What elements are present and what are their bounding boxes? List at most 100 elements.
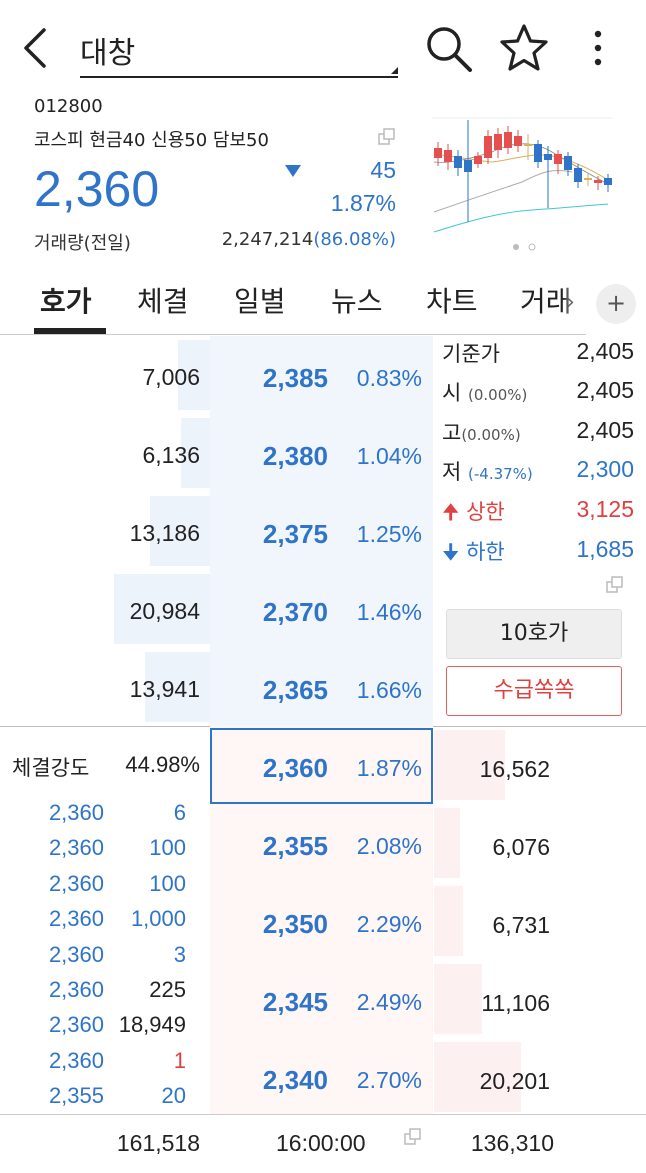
bid-qty: 6,076 [492,834,550,860]
ask-qty: 13,186 [129,520,200,546]
ask-rate: 1.04% [356,443,422,469]
favorite-star-icon[interactable] [498,22,550,74]
bid-depth-bar [434,808,460,878]
down-triangle-icon [285,165,301,177]
ask-depth-bar [114,574,210,644]
bid-price: 2,340 [262,1065,328,1095]
bid-rate: 2.49% [356,989,422,1015]
current-price-highlight[interactable] [210,728,433,804]
bid-depth-bar [434,1042,521,1112]
chevron-right-icon[interactable]: › [566,290,575,315]
bid-qty: 16,562 [479,756,550,782]
ask-price: 2,385 [262,363,328,393]
ask-qty: 6,136 [142,442,200,468]
trade-qty: 3 [173,941,186,967]
down-arrow-icon: 🠋 [442,540,460,564]
high-price-value: 2,405 [576,417,634,443]
ask-depth-bar [178,340,210,410]
ask-rate: 1.66% [356,677,422,703]
trade-price: 2,360 [48,835,104,861]
bid-row[interactable]: 2,345 2.49% 11,106 [0,962,646,1040]
tab-executions[interactable]: 체결 [137,285,189,318]
ask-depth-bar [145,652,210,722]
low-price-label: 저 (-4.37%) [442,456,533,486]
base-price-row: 기준가 2,405 [442,338,634,378]
trade-row: 2,360 1,000 [40,906,190,940]
bid-price: 2,360 [262,753,328,783]
add-tab-button[interactable]: + [596,284,636,324]
chart-page-indicator [513,243,536,251]
copy-icon[interactable] [404,1128,422,1146]
ask-rate: 1.25% [356,521,422,547]
ask-row[interactable]: 7,006 2,385 0.83% [0,338,646,416]
tab-news[interactable]: 뉴스 [331,285,383,318]
bid-row[interactable]: 2,340 2.70% 20,201 [0,1040,646,1118]
ask-depth-bar [150,496,210,566]
trade-row: 2,360 18,949 [40,1012,190,1046]
ask-rate: 0.83% [356,365,422,391]
lower-limit-row: 🠋 하한 1,685 [442,536,634,576]
ask-center-bg [210,336,433,726]
ask-price: 2,365 [262,675,328,705]
price-change-rate: 1.87% [330,190,396,216]
bid-qty: 11,106 [481,990,550,1016]
ask-price: 2,370 [262,597,328,627]
current-price-row[interactable]: 2,360 1.87% 16,562 [0,728,646,806]
search-icon[interactable] [424,24,474,74]
upper-limit-row: 🠉 상한 3,125 [442,496,634,536]
low-price-value: 2,300 [576,456,634,482]
trade-row: 2,360 3 [40,942,190,976]
bid-qty: 20,201 [479,1068,550,1094]
more-menu-icon[interactable] [586,26,610,70]
low-change-rate: (-4.37%) [468,465,533,483]
supply-demand-button[interactable]: 수급쏙쏙 [446,666,622,716]
bid-total-qty: 136,310 [470,1130,554,1156]
ask-row[interactable]: 6,136 2,380 1.04% [0,416,646,494]
bid-row[interactable]: 2,355 2.08% 6,076 [0,806,646,884]
trade-qty: 225 [149,977,186,1002]
trade-row: 2,360 100 [40,835,190,869]
open-price-row: 시 (0.00%) 2,405 [442,377,634,417]
base-price-value: 2,405 [576,338,634,364]
trade-price: 2,360 [48,870,104,896]
stock-search-field[interactable]: 대창 [80,24,398,78]
copy-icon[interactable] [606,576,624,594]
ask-depth-bar [181,418,210,488]
bid-rate: 2.70% [356,1067,422,1093]
market-info: 코스피 현금40 신용50 담보50 [34,130,269,151]
ten-quote-button[interactable]: 10호가 [446,609,622,659]
bid-depth-bar [434,730,505,800]
bid-depth-bar [434,886,463,956]
copy-icon[interactable] [378,128,396,146]
back-arrow-icon[interactable] [18,24,58,72]
upper-limit-text: 상한 [466,500,505,524]
bid-qty: 6,731 [492,912,550,938]
trade-row: 2,360 6 [40,800,190,834]
trade-row: 2,355 20 [40,1083,190,1117]
lower-limit-text: 하한 [466,540,505,564]
mini-candlestick-chart[interactable] [432,112,612,240]
dropdown-corner-icon [391,67,398,74]
footer-divider [0,1114,646,1115]
bid-rate: 2.29% [356,911,422,937]
volume-value: 2,247,214(86.08%) [186,229,396,250]
up-arrow-icon: 🠉 [442,500,460,524]
tab-chart[interactable]: 차트 [426,285,478,318]
stock-code: 012800 [34,96,103,117]
trade-qty: 20 [161,1083,186,1109]
lower-limit-label: 🠋 하한 [442,536,505,573]
trade-price: 2,355 [48,1083,104,1109]
ask-row[interactable]: 13,941 2,365 1.66% [0,650,646,728]
bid-rate: 2.08% [356,833,422,859]
tab-daily[interactable]: 일별 [234,285,286,318]
tab-quote[interactable]: 호가 [40,285,92,318]
lower-limit-value: 1,685 [576,536,634,562]
high-price-label: 고(0.00%) [442,417,521,447]
ask-row[interactable]: 20,984 2,370 1.46% [0,572,646,650]
tab-overflow-fade [562,278,592,328]
bid-row[interactable]: 2,350 2.29% 6,731 [0,884,646,962]
ask-row[interactable]: 13,186 2,375 1.25% [0,494,646,572]
trade-qty: 100 [149,835,186,861]
quote-time: 16:00:00 [276,1130,366,1156]
low-label-text: 저 [442,460,462,484]
